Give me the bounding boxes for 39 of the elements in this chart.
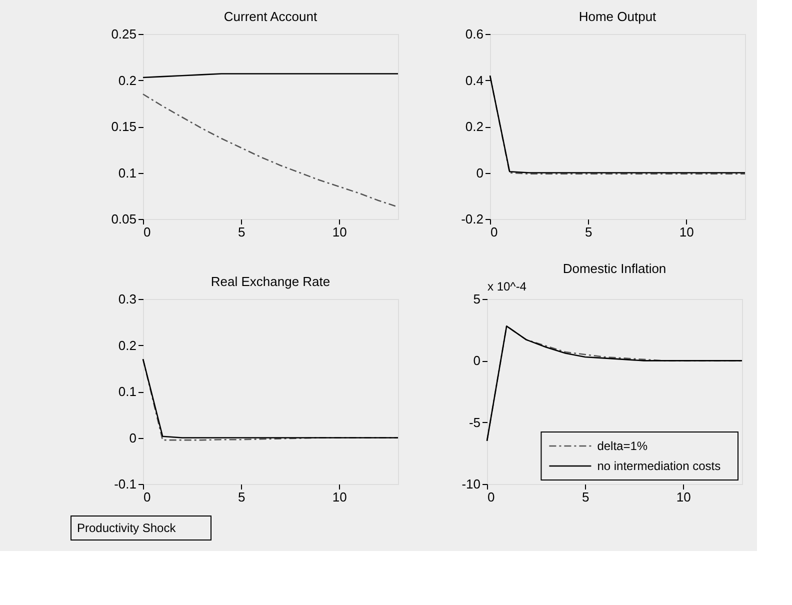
x-tick-label: 0 <box>490 224 498 240</box>
y-tick-label: 0.1 <box>118 165 136 180</box>
y-tick-label: 0 <box>129 430 136 446</box>
y-axis-title: x 10^-4 <box>488 280 527 294</box>
y-tick-label: 0.6 <box>465 26 484 42</box>
y-tick-label: 0.3 <box>118 292 136 306</box>
x-tick-label: 10 <box>332 224 347 240</box>
y-tick-label: 0.4 <box>465 72 484 88</box>
y-tick-label: -5 <box>468 414 480 430</box>
x-tick-label: 0 <box>488 490 495 504</box>
chart-title: Real Exchange Rate <box>210 274 330 289</box>
chart-title: Current Account <box>224 9 318 24</box>
x-tick-label: 5 <box>582 490 590 504</box>
x-tick-label: 5 <box>238 224 246 240</box>
x-tick-label: 10 <box>332 490 347 504</box>
x-tick-label: 0 <box>144 224 151 240</box>
legend-label: delta=1% <box>597 439 648 453</box>
chart-title: Domestic Inflation <box>562 261 666 276</box>
y-tick-label: 0.1 <box>118 384 136 399</box>
y-tick-label: 0.25 <box>111 26 136 42</box>
y-tick-label: 0 <box>473 353 480 368</box>
x-tick-label: 0 <box>144 490 151 504</box>
y-tick-label: -0.1 <box>114 476 136 492</box>
y-tick-label: 0.2 <box>118 72 136 88</box>
x-tick-label: 10 <box>676 490 691 504</box>
legend-label: no intermediation costs <box>597 459 721 473</box>
y-tick-label: 5 <box>473 292 480 306</box>
x-tick-label: 5 <box>584 224 592 240</box>
text: Productivity Shock <box>77 521 177 535</box>
y-tick-label: 0.05 <box>111 212 136 226</box>
x-tick-label: 10 <box>679 224 694 240</box>
y-tick-label: -0.2 <box>461 212 484 226</box>
y-tick-label: 0.2 <box>465 119 484 134</box>
y-tick-label: 0 <box>476 165 484 180</box>
y-tick-label: 0.2 <box>118 338 136 353</box>
y-tick-label: -10 <box>462 476 480 492</box>
y-tick-label: 0.15 <box>111 119 136 134</box>
chart-title: Home Output <box>578 9 657 24</box>
x-tick-label: 5 <box>238 490 246 504</box>
